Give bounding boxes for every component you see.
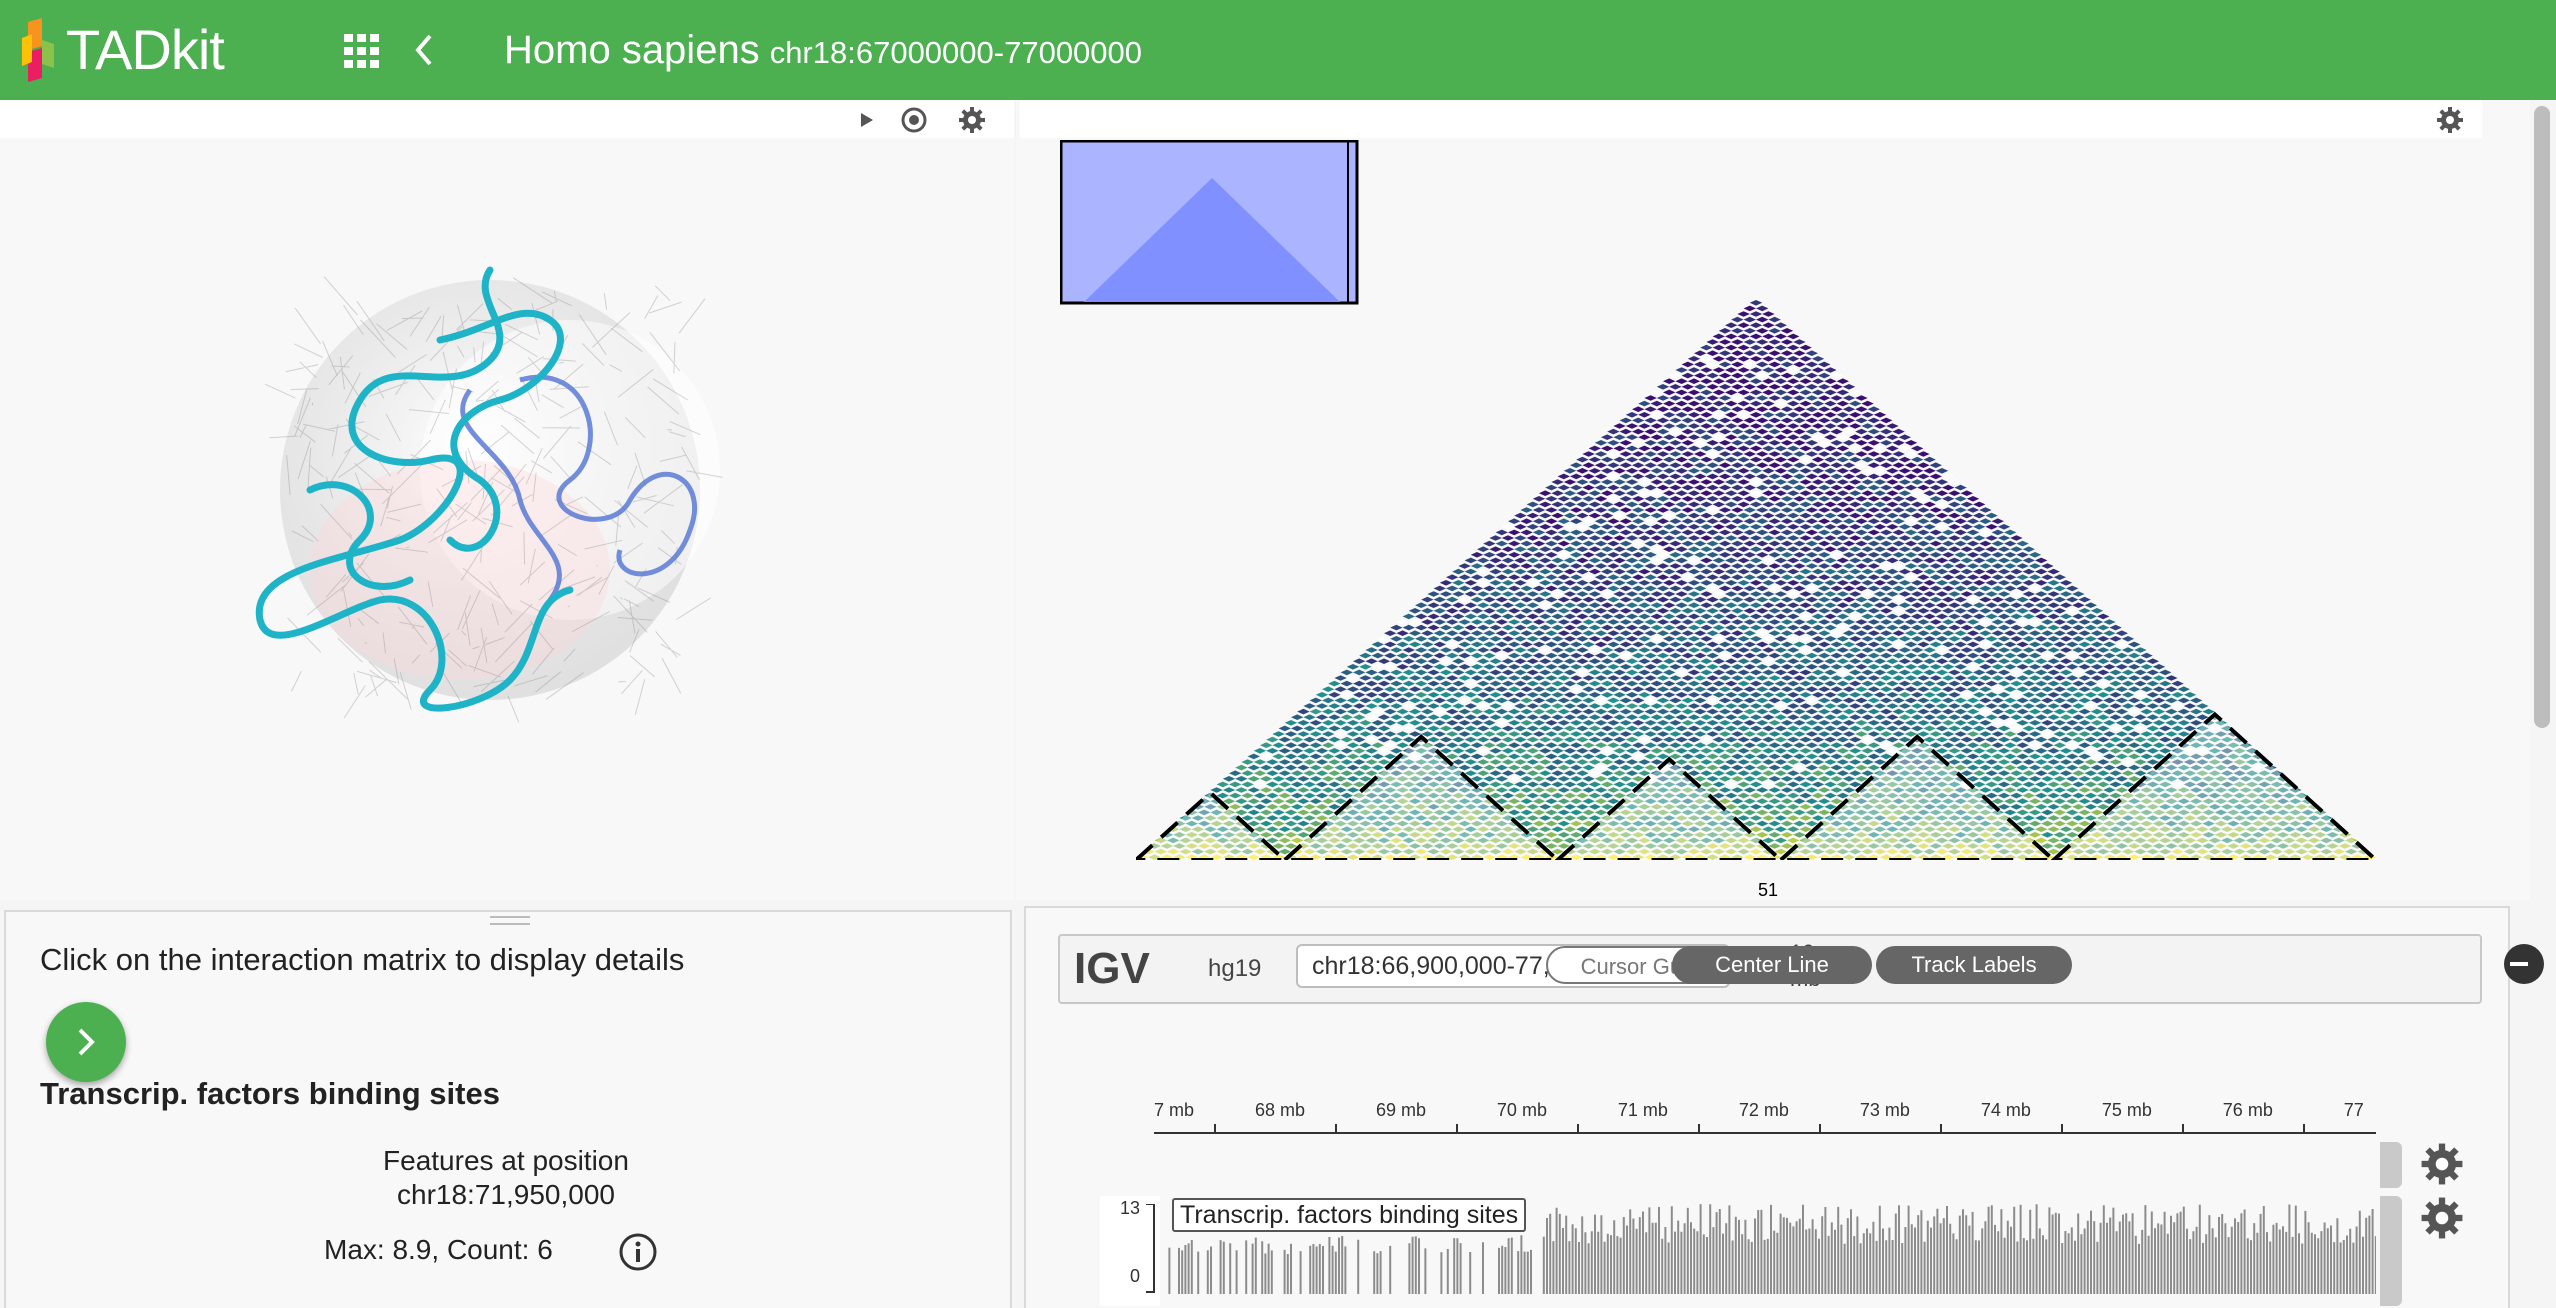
features-position: Features at position chr18:71,950,000 <box>306 1144 706 1212</box>
ruler-tick-label: 75 mb <box>2101 1100 2152 1120</box>
ruler-tick <box>2181 1124 2184 1132</box>
ruler-tick-label: 70 mb <box>1496 1100 1547 1120</box>
tf-axis-max: 13 <box>1120 1198 1141 1218</box>
matrix-overview[interactable] <box>1060 140 1360 306</box>
app-name: TADkit <box>66 18 225 81</box>
ruler-baseline <box>1154 1132 2376 1134</box>
viewer-3d-toolbar <box>0 100 1014 138</box>
ruler-tick <box>1939 1124 1942 1132</box>
collapse-button[interactable] <box>2504 944 2544 984</box>
tf-track-scrollbar[interactable] <box>2380 1196 2402 1306</box>
ruler-tick <box>2302 1124 2305 1132</box>
tf-track-label: Transcrip. factors binding sites <box>1172 1198 1527 1232</box>
igv-logo: IGV <box>1074 944 1150 993</box>
model-trajectories <box>264 276 723 723</box>
gear-icon[interactable] <box>958 106 986 134</box>
igv-browser: IGV hg19 10 mb Cursor Guide Center Line … <box>1024 906 2510 1308</box>
ruler-tick <box>1697 1124 1700 1132</box>
interaction-matrix-panel: 51 <box>1016 100 2536 900</box>
apps-grid-icon[interactable] <box>344 34 380 68</box>
matrix-bin-label: 51 <box>1758 880 1779 900</box>
tf-track-bars <box>1168 1204 2376 1294</box>
contact-cells-17 <box>1297 328 2197 726</box>
igv-navbar: IGV hg19 10 mb Cursor Guide Center Line … <box>1058 934 2482 1004</box>
info-icon[interactable] <box>618 1232 658 1272</box>
tf-binding-sites-track[interactable] <box>1162 1196 2376 1306</box>
features-caption: Features at position <box>383 1145 629 1176</box>
ruler-tick-label: 72 mb <box>1738 1100 1789 1120</box>
tad-domain-0[interactable] <box>1136 790 1288 860</box>
details-section-title: Transcrip. factors binding sites <box>40 1076 500 1111</box>
scrollbar-thumb[interactable] <box>2534 106 2550 728</box>
hic-contact-triangle[interactable] <box>1136 300 2376 860</box>
feature-stats: Max: 8.9, Count: 6 <box>324 1234 553 1265</box>
gear-icon[interactable] <box>2420 1142 2464 1186</box>
target-icon[interactable] <box>900 106 928 134</box>
ruler-tick <box>2060 1124 2063 1132</box>
tadkit-logo-icon <box>22 18 54 82</box>
page-scrollbar[interactable] <box>2530 100 2556 1306</box>
contact-cells-6 <box>1148 781 2333 855</box>
contact-cells-7 <box>1160 798 2370 855</box>
page-title: Homo sapiens chr18:67000000-77000000 <box>504 24 1142 79</box>
minus-icon <box>2510 962 2528 966</box>
expand-button[interactable] <box>46 1002 126 1082</box>
structure-3d-panel <box>0 100 1014 900</box>
ruler-track-scrollbar[interactable] <box>2380 1142 2402 1188</box>
details-instruction: Click on the interaction matrix to displ… <box>40 942 685 977</box>
ruler-tick <box>1818 1124 1821 1132</box>
chromatin-3d-model[interactable] <box>190 240 790 760</box>
igv-ruler: 7 mb 68 mb 69 mb 70 mb 71 mb 72 mb 73 mb 74 mb 7… <box>1154 1100 2376 1136</box>
igv-genome[interactable]: hg19 <box>1208 955 1262 982</box>
ruler-tick-label: 73 mb <box>1859 1100 1910 1120</box>
tf-axis-min: 0 <box>1130 1266 1141 1286</box>
contact-cells-16 <box>1291 395 2240 754</box>
title-species: Homo sapiens <box>504 28 760 72</box>
tf-track-axis: 13 0 <box>1100 1196 1160 1306</box>
track-labels-button[interactable]: Track Labels <box>1876 946 2072 984</box>
contact-cells-15 <box>1278 468 2277 776</box>
ruler-tick <box>1334 1124 1337 1132</box>
matrix-toolbar <box>1020 100 2482 138</box>
ruler-tick <box>1576 1124 1579 1132</box>
ruler-tick-label: 77 <box>2343 1100 2364 1120</box>
features-locus: chr18:71,950,000 <box>397 1179 615 1210</box>
app-header: TADkit Homo sapiens chr18:67000000-770000… <box>0 0 2556 100</box>
ruler-tick <box>1214 1124 1216 1132</box>
gear-icon[interactable] <box>2420 1196 2464 1240</box>
ruler-tick-label: 76 mb <box>2222 1100 2273 1120</box>
chevron-right-icon <box>78 1028 95 1056</box>
gear-icon[interactable] <box>2436 106 2464 134</box>
chevron-left-icon[interactable] <box>410 30 438 70</box>
tad-domain-2[interactable] <box>1554 756 1784 860</box>
tad-domain-3[interactable] <box>1777 734 2057 860</box>
ruler-tick-label: 74 mb <box>1980 1100 2031 1120</box>
ruler-tick-label: 69 mb <box>1375 1100 1426 1120</box>
play-icon[interactable] <box>852 106 880 134</box>
ruler-tick-label: 71 mb <box>1617 1100 1668 1120</box>
ruler-tick-label: 68 mb <box>1254 1100 1305 1120</box>
tf-axis-line <box>1146 1204 1155 1293</box>
title-region: chr18:67000000-77000000 <box>769 35 1143 70</box>
center-line-button[interactable]: Center Line <box>1672 946 1872 984</box>
drag-handle-icon[interactable] <box>490 914 530 928</box>
contact-cells-8 <box>1173 731 2364 849</box>
ruler-tick-label: 7 mb <box>1154 1100 1195 1120</box>
tad-domain-4[interactable] <box>2050 711 2376 860</box>
details-panel: Click on the interaction matrix to displ… <box>4 910 1012 1308</box>
contact-cells-0 <box>1136 854 2376 860</box>
contact-cells-19 <box>1396 305 2110 648</box>
tad-domain-1[interactable] <box>1281 734 1561 860</box>
ruler-tick <box>1455 1124 1458 1132</box>
